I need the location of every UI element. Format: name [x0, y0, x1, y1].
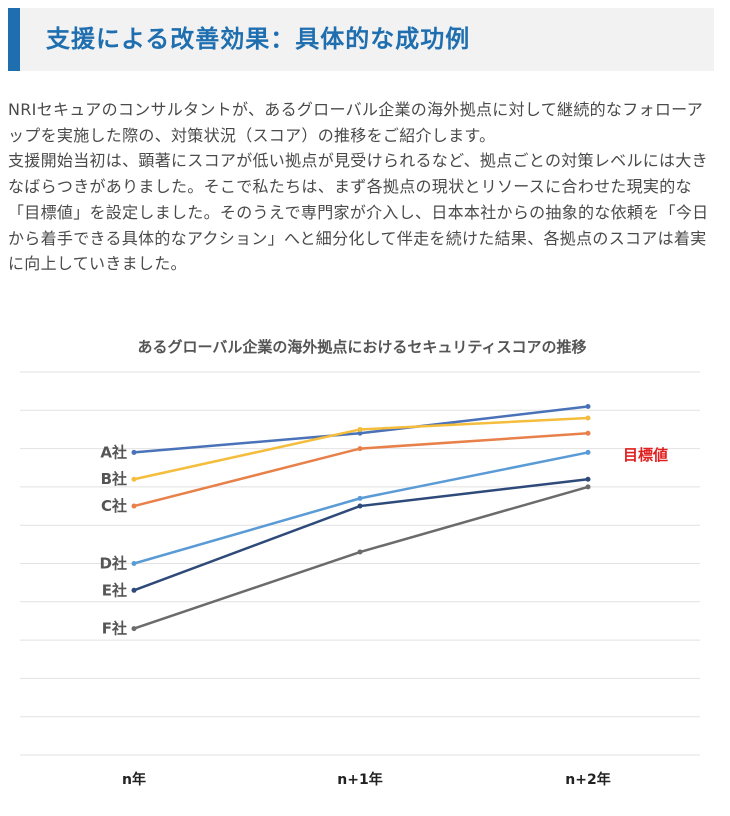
- data-point-5-2: [358, 504, 363, 509]
- series-line-3: [134, 433, 588, 506]
- data-point-6-3: [586, 484, 591, 489]
- series-label-3: C社: [101, 497, 127, 515]
- chart-series-lines: [134, 406, 588, 628]
- series-label-4: D社: [100, 555, 127, 573]
- data-point-2-2: [358, 427, 363, 432]
- data-point-5-3: [586, 477, 591, 482]
- data-point-1-1: [132, 450, 137, 455]
- series-label-5: E社: [102, 581, 127, 599]
- x-tick-label-1: n年: [122, 771, 146, 788]
- section-title: 支援による改善効果：具体的な成功例: [46, 8, 470, 71]
- data-point-2-3: [586, 415, 591, 420]
- target-annotation: 目標値: [623, 446, 668, 464]
- series-label-2: B社: [101, 470, 127, 488]
- series-labels: A社 B社 C社 D社 E社 F社: [100, 443, 127, 637]
- score-line-chart: あるグローバル企業の海外拠点におけるセキュリティスコアの推移 A社 B社 C社 D社 E…: [0, 320, 730, 810]
- x-axis-ticks: n年 n+1年 n+2年: [122, 771, 611, 788]
- data-point-4-1: [132, 561, 137, 566]
- data-point-4-2: [358, 496, 363, 501]
- x-tick-label-2: n+1年: [337, 771, 382, 788]
- intro-text: NRIセキュアのコンサルタントが、あるグローバル企業の海外拠点に対して継続的なフ…: [8, 97, 714, 277]
- data-point-1-3: [586, 404, 591, 409]
- x-tick-label-3: n+2年: [565, 771, 610, 788]
- series-line-5: [134, 479, 588, 590]
- section-header: 支援による改善効果：具体的な成功例: [8, 8, 714, 71]
- data-point-3-3: [586, 431, 591, 436]
- data-point-3-1: [132, 504, 137, 509]
- chart-title: あるグローバル企業の海外拠点におけるセキュリティスコアの推移: [138, 338, 587, 356]
- data-point-4-3: [586, 450, 591, 455]
- series-label-1: A社: [100, 443, 127, 461]
- data-point-5-1: [132, 588, 137, 593]
- data-point-3-2: [358, 446, 363, 451]
- data-point-2-1: [132, 477, 137, 482]
- header-accent-bar: [8, 8, 20, 71]
- data-point-6-2: [358, 550, 363, 555]
- intro-paragraph-2: 支援開始当初は、顕著にスコアが低い拠点が見受けられるなど、拠点ごとの対策レベルに…: [8, 148, 714, 277]
- series-label-6: F社: [102, 620, 127, 638]
- intro-paragraph-1: NRIセキュアのコンサルタントが、あるグローバル企業の海外拠点に対して継続的なフ…: [8, 97, 714, 148]
- data-point-6-1: [132, 626, 137, 631]
